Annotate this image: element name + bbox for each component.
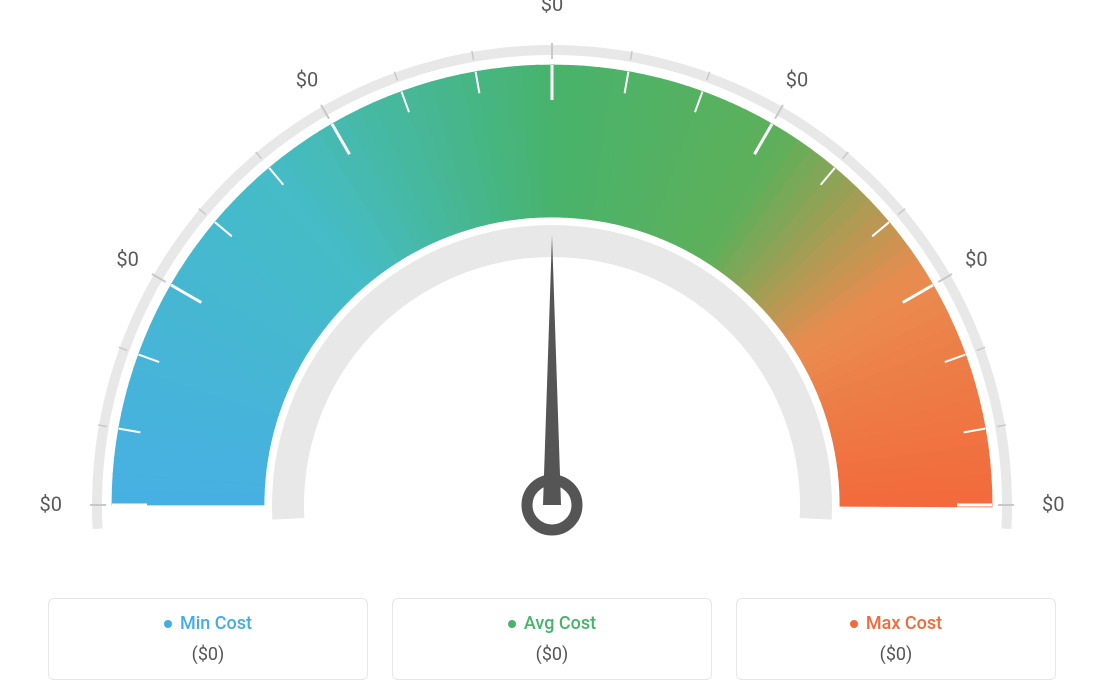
legend-text-min: Min Cost — [180, 613, 252, 634]
gauge-tick-label: $0 — [965, 247, 987, 271]
legend-text-avg: Avg Cost — [524, 613, 596, 634]
gauge-tick-label: $0 — [40, 492, 62, 516]
gauge-tick-label: $0 — [116, 247, 138, 271]
legend-value-min: ($0) — [59, 644, 357, 665]
gauge-tick-label: $0 — [296, 68, 318, 92]
legend-dot-avg — [508, 620, 516, 628]
legend-box-min: Min Cost ($0) — [48, 598, 368, 681]
legend-dot-max — [850, 620, 858, 628]
legend-label-max: Max Cost — [850, 613, 942, 634]
legend-dot-min — [164, 620, 172, 628]
cost-gauge-chart: $0 $0 $0 $0 $0 $0 $0 Min Cost ($0) Avg Cost ($… — [0, 0, 1104, 690]
legend-label-avg: Avg Cost — [508, 613, 596, 634]
legend-row: Min Cost ($0) Avg Cost ($0) Max Cost ($0… — [0, 598, 1104, 681]
gauge-area: $0 $0 $0 $0 $0 $0 $0 — [0, 0, 1104, 560]
legend-box-avg: Avg Cost ($0) — [392, 598, 712, 681]
gauge-tick-label: $0 — [1042, 492, 1064, 516]
gauge-tick-label: $0 — [786, 68, 808, 92]
gauge-svg: $0 $0 $0 $0 $0 $0 $0 — [0, 0, 1104, 560]
legend-box-max: Max Cost ($0) — [736, 598, 1056, 681]
legend-text-max: Max Cost — [866, 613, 942, 634]
legend-value-max: ($0) — [747, 644, 1045, 665]
legend-value-avg: ($0) — [403, 644, 701, 665]
gauge-tick-label: $0 — [541, 0, 563, 16]
legend-label-min: Min Cost — [164, 613, 252, 634]
